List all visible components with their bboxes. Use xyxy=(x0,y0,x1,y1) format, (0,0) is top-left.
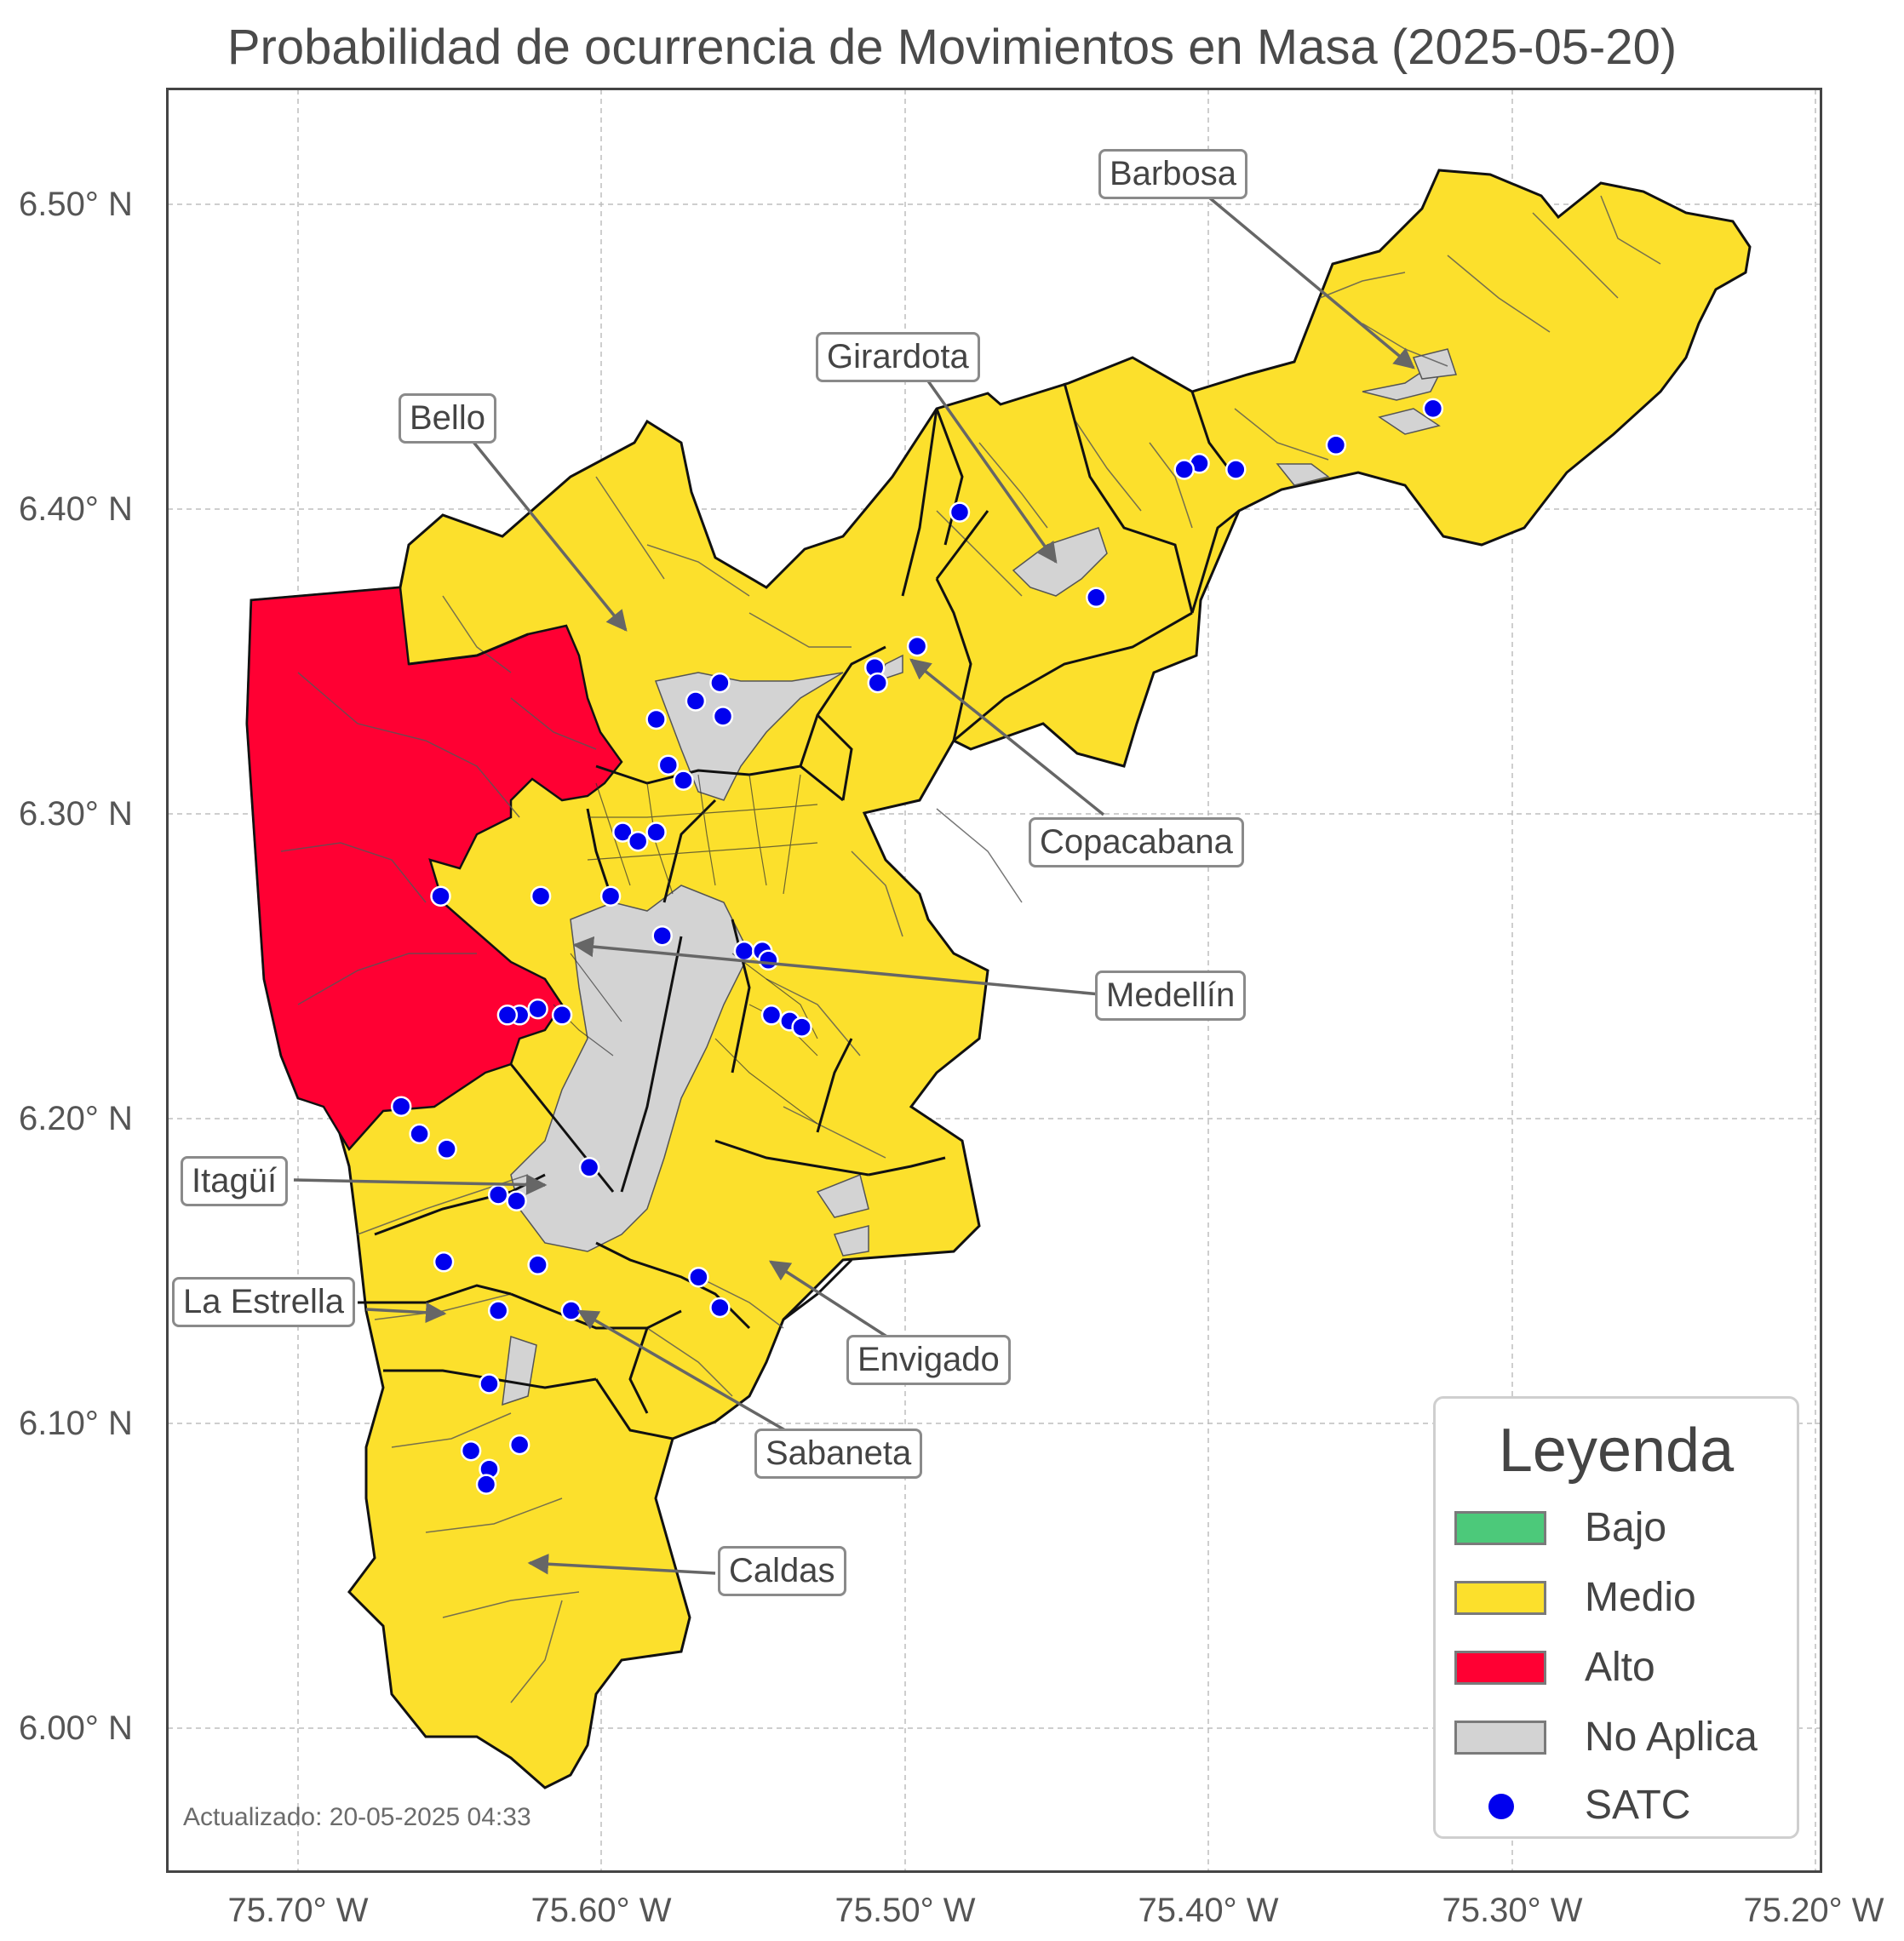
callout-sabaneta: Sabaneta xyxy=(754,1429,923,1479)
satc-stations xyxy=(390,398,1444,1495)
satc-station-marker xyxy=(506,1190,527,1211)
satc-station-marker xyxy=(760,1005,783,1026)
region-medio xyxy=(245,169,1752,1789)
satc-station-marker xyxy=(527,1254,548,1276)
satc-station-marker xyxy=(508,1434,530,1456)
callout-girardota: Girardota xyxy=(816,332,980,382)
callout-caldas: Caldas xyxy=(718,1546,846,1596)
legend-swatch-no-aplica xyxy=(1454,1721,1546,1755)
x-tick-label: 75.40° W xyxy=(1138,1892,1279,1929)
satc-station-marker xyxy=(645,708,667,730)
arrow-la-estrella xyxy=(365,1302,447,1324)
legend-item-medio: Medio xyxy=(1453,1572,1793,1623)
satc-station-marker xyxy=(1225,459,1247,480)
satc-station-marker xyxy=(949,501,971,523)
satc-station-marker xyxy=(436,1138,457,1160)
satc-station-marker xyxy=(645,822,667,843)
satc-station-marker xyxy=(709,1297,731,1319)
satc-station-marker xyxy=(1422,398,1444,420)
legend-dot-satc xyxy=(1488,1794,1514,1819)
callout-medellin: Medellín xyxy=(1095,970,1247,1021)
satc-station-marker xyxy=(430,885,451,907)
x-tick-label: 75.20° W xyxy=(1743,1892,1884,1929)
legend-item-satc: SATC xyxy=(1453,1780,1793,1831)
satc-station-marker xyxy=(685,690,707,712)
satc-station-marker xyxy=(599,885,622,907)
satc-station-marker xyxy=(651,925,673,947)
arrow-medellin xyxy=(572,936,1101,996)
satc-station-marker xyxy=(1325,434,1347,456)
updated-timestamp: Actualizado: 20-05-2025 04:33 xyxy=(183,1803,531,1831)
legend-item-bajo: Bajo xyxy=(1453,1503,1793,1554)
satc-station-marker xyxy=(1173,459,1195,480)
satc-station-marker xyxy=(612,822,634,843)
satc-station-marker xyxy=(460,1440,482,1462)
satc-station-marker xyxy=(433,1251,455,1273)
arrow-caldas xyxy=(527,1553,716,1575)
arrow-girardota xyxy=(923,375,1058,564)
satc-station-marker xyxy=(487,1300,509,1321)
legend-label: Alto xyxy=(1585,1645,1655,1690)
x-tick-label: 75.60° W xyxy=(530,1892,672,1929)
urban-grid xyxy=(553,774,818,1125)
satc-station-marker xyxy=(551,1005,573,1026)
legend-label: No Aplica xyxy=(1585,1715,1758,1760)
legend: Leyenda Bajo Medio Alto No Aplica SATC xyxy=(1433,1396,1799,1839)
satc-station-marker xyxy=(479,1373,500,1394)
arrow-sabaneta xyxy=(576,1309,786,1432)
legend-label: Medio xyxy=(1585,1575,1696,1620)
x-tick-label: 75.50° W xyxy=(834,1892,976,1929)
satc-station-marker xyxy=(475,1474,497,1495)
legend-item-no-aplica: No Aplica xyxy=(1453,1712,1793,1763)
satc-station-marker xyxy=(409,1123,430,1145)
y-tick-label: 6.50° N xyxy=(19,186,133,223)
satc-station-marker xyxy=(709,672,731,694)
y-tick-label: 6.30° N xyxy=(19,795,133,833)
arrow-itagui xyxy=(293,1174,548,1195)
legend-swatch-medio xyxy=(1454,1581,1546,1615)
callout-envigado: Envigado xyxy=(846,1335,1011,1385)
map-title: Probabilidad de ocurrencia de Movimiento… xyxy=(227,20,1677,75)
satc-station-marker xyxy=(527,998,548,1020)
callout-bello: Bello xyxy=(399,393,496,444)
satc-station-marker xyxy=(673,770,694,791)
legend-swatch-bajo xyxy=(1454,1511,1546,1545)
x-tick-label: 75.70° W xyxy=(227,1892,369,1929)
y-tick-label: 6.20° N xyxy=(19,1100,133,1137)
arrow-bello xyxy=(471,439,628,632)
callout-la-estrella: La Estrella xyxy=(172,1277,355,1327)
arrow-barbosa xyxy=(1207,196,1415,369)
satc-station-marker xyxy=(791,1016,812,1038)
satc-station-marker xyxy=(496,1005,519,1026)
satc-station-marker xyxy=(657,754,680,776)
satc-station-marker xyxy=(688,1266,709,1288)
callout-barbosa: Barbosa xyxy=(1098,149,1247,199)
satc-station-marker xyxy=(578,1157,600,1178)
arrow-envigado xyxy=(768,1260,889,1339)
satc-station-marker xyxy=(390,1096,412,1117)
x-tick-label: 75.30° W xyxy=(1442,1892,1583,1929)
callout-arrows xyxy=(293,196,1415,1575)
legend-label: SATC xyxy=(1585,1783,1691,1828)
satc-station-marker xyxy=(1086,587,1107,609)
satc-station-marker xyxy=(530,885,552,907)
satc-station-marker xyxy=(906,635,928,657)
satc-station-marker xyxy=(712,706,734,727)
y-tick-label: 6.40° N xyxy=(19,490,133,528)
callout-copacabana: Copacabana xyxy=(1029,817,1244,867)
legend-swatch-alto xyxy=(1454,1651,1546,1685)
plot-frame xyxy=(166,88,1822,1873)
arrow-copacabana xyxy=(909,658,1105,816)
legend-item-alto: Alto xyxy=(1453,1642,1793,1693)
satc-station-marker xyxy=(867,672,888,694)
callout-itagui: Itagüí xyxy=(181,1156,289,1206)
y-tick-label: 6.10° N xyxy=(19,1405,133,1442)
legend-title: Leyenda xyxy=(1498,1417,1735,1485)
y-tick-label: 6.00° N xyxy=(19,1709,133,1747)
legend-label: Bajo xyxy=(1585,1505,1667,1550)
satc-station-marker xyxy=(627,830,649,852)
